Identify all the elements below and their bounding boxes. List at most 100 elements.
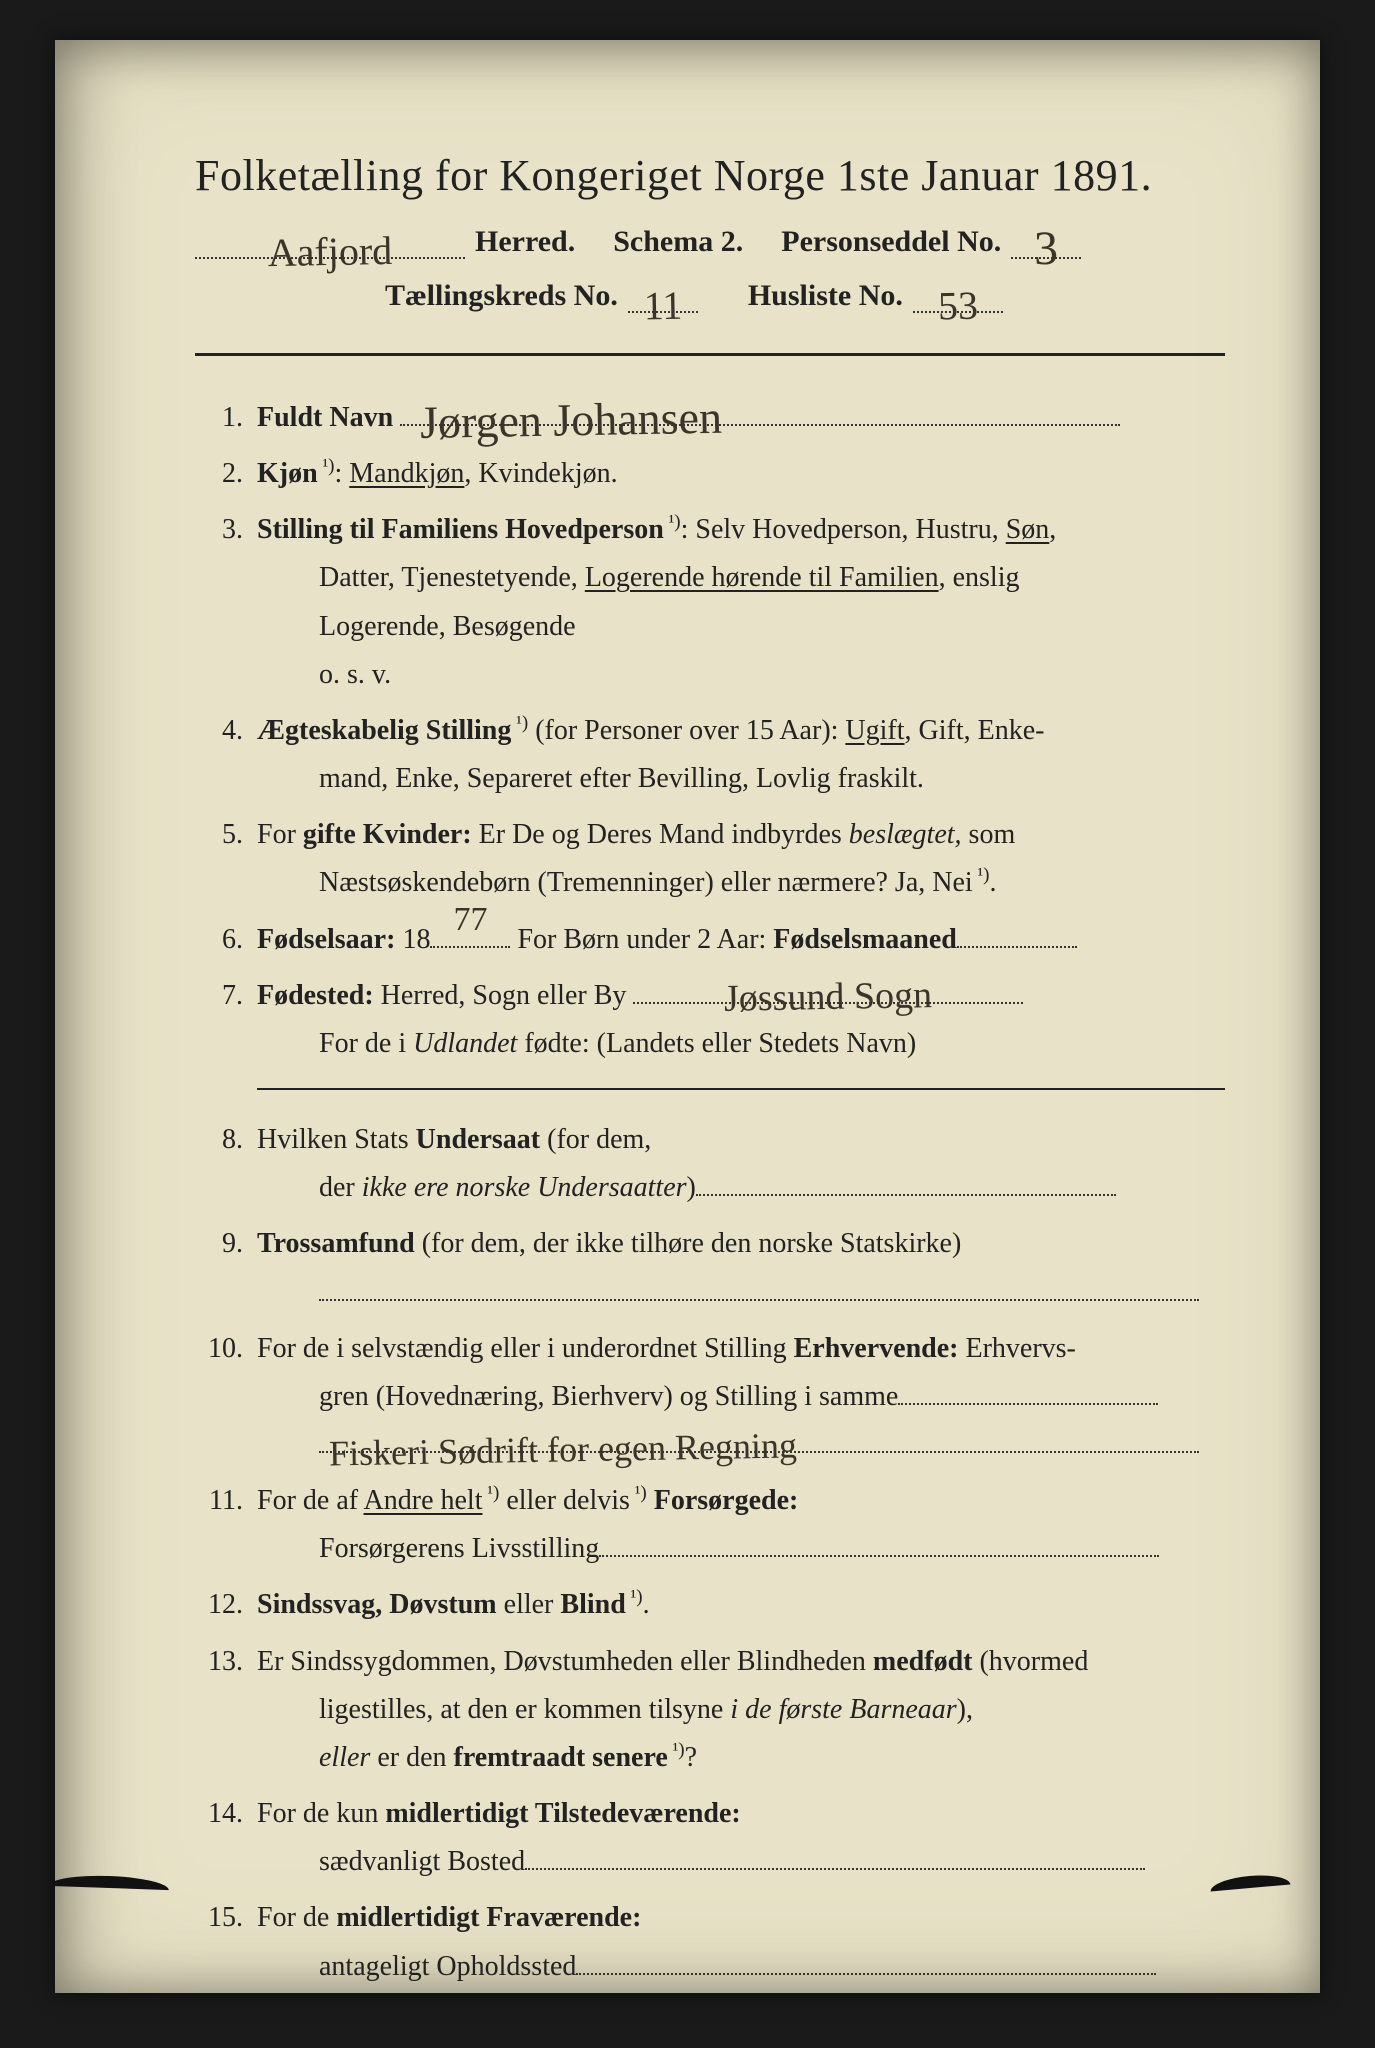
- item-13-l1b: (hvormed: [972, 1646, 1088, 1677]
- item-8-label: Undersaat: [416, 1124, 540, 1155]
- item-10-l1a: For de i selvstændig eller i underordnet…: [257, 1333, 794, 1364]
- item-13-line3: eller er den fremtraadt senere ¹)?: [257, 1734, 1225, 1782]
- item-3-line2: Datter, Tjenestetyende, Logerende hørend…: [257, 554, 1225, 602]
- husliste-label: Husliste No.: [748, 279, 903, 313]
- husliste-no-field: 53: [913, 283, 1003, 314]
- item-3-line4: o. s. v.: [257, 651, 1225, 699]
- item-3-l1a: Selv Hovedperson, Hustru,: [695, 514, 1005, 545]
- header-row-2: Tællingskreds No. 11 Husliste No. 53: [195, 279, 1225, 313]
- item-4-label: Ægteskabelig Stilling: [257, 715, 511, 746]
- item-11-u1: Andre helt: [364, 1485, 483, 1516]
- item-13-em2: i de første Barneaar: [730, 1694, 956, 1725]
- item-10-l2: gren (Hovednæring, Bierhverv) og Stillin…: [319, 1381, 898, 1412]
- item-13-l1a: Er Sindssygdommen, Døvstumheden eller Bl…: [257, 1646, 873, 1677]
- item-7-l2a: For de i: [319, 1028, 413, 1059]
- item-10-dots1: [898, 1378, 1158, 1405]
- name-value: Jørgen Johansen: [400, 397, 1120, 437]
- kreds-no-field: 11: [628, 283, 698, 314]
- occupation-field: Fiskeri Sødrift for egen Regning: [319, 1424, 1199, 1453]
- sup-5: ¹): [973, 865, 990, 886]
- item-5-pre: For: [257, 819, 303, 850]
- sup-3: ¹): [664, 512, 681, 533]
- item-3-l2a: Datter, Tjenestetyende,: [319, 562, 585, 593]
- item-14: For de kun midlertidigt Tilstedeværende:…: [195, 1790, 1225, 1886]
- item-6-mid: For Børn under 2 Aar:: [510, 924, 773, 955]
- item-3-log: Logerende hørende til Familien: [585, 562, 939, 593]
- name-field: Jørgen Johansen: [400, 397, 1120, 426]
- item-8-l1b: (for dem,: [540, 1124, 651, 1155]
- item-8-line2wrap: der ikke ere norske Undersaatter): [257, 1164, 1225, 1212]
- item-4: Ægteskabelig Stilling ¹) (for Personer o…: [195, 707, 1225, 803]
- item-11-mid: eller delvis: [499, 1485, 630, 1516]
- item-13-l3em: eller: [319, 1742, 370, 1773]
- occupation-value: Fiskeri Sødrift for egen Regning: [319, 1429, 1199, 1466]
- item-11: For de af Andre helt ¹) eller delvis ¹) …: [195, 1477, 1225, 1573]
- item-7-label: Fødested:: [257, 980, 374, 1011]
- sup-4: ¹): [511, 713, 528, 734]
- item-14-l1a: For de kun: [257, 1798, 385, 1829]
- item-7-line2: For de i Udlandet fødte: (Landets eller …: [257, 1020, 1225, 1068]
- birthplace-value: Jøssund Sogn: [633, 983, 1023, 1013]
- page-tear-left: [55, 1874, 169, 1890]
- item-1-label: Fuldt Navn: [257, 402, 393, 433]
- kreds-no: 11: [628, 293, 698, 318]
- page-title: Folketælling for Kongeriget Norge 1ste J…: [195, 150, 1225, 201]
- item-15: For de midlertidigt Fraværende: antageli…: [195, 1894, 1225, 1993]
- item-12-label: Sindssvag, Døvstum: [257, 1589, 497, 1620]
- item-13-line2: ligestilles, at den er kommen tilsyne i …: [257, 1686, 1225, 1734]
- item-14-l2: sædvanligt Bosted: [319, 1846, 525, 1877]
- item-9-label: Trossamfund: [257, 1228, 415, 1259]
- item-15-l1a: For de: [257, 1902, 336, 1933]
- item-5: For gifte Kvinder: Er De og Deres Mand i…: [195, 811, 1225, 907]
- item-2-label: Kjøn: [257, 458, 318, 489]
- item-10-l1b: Erhvervs-: [958, 1333, 1075, 1364]
- header-row-1: Aafjord Herred. Schema 2. Personseddel N…: [195, 225, 1225, 259]
- husliste-no: 53: [913, 293, 1003, 319]
- census-form-page: Folketælling for Kongeriget Norge 1ste J…: [55, 40, 1320, 1993]
- item-6-prefix: 18: [395, 924, 430, 955]
- item-3: Stilling til Familiens Hovedperson ¹): S…: [195, 506, 1225, 699]
- item-7-em: Udlandet: [413, 1028, 517, 1059]
- item-2-rest: , Kvindekjøn.: [464, 458, 617, 489]
- item-3-l2c: , enslig: [939, 562, 1020, 593]
- item-9: Trossamfund (for dem, der ikke tilhøre d…: [195, 1220, 1225, 1316]
- personseddel-label: Personseddel No.: [781, 225, 1001, 259]
- item-13-l3b: er den: [370, 1742, 453, 1773]
- item-7-l1a: Herred, Sogn eller By: [374, 980, 627, 1011]
- item-5-label: gifte Kvinder:: [303, 819, 472, 850]
- item-14-label: midlertidigt Tilstedeværende:: [385, 1798, 740, 1829]
- item-13-b1: medfødt: [873, 1646, 973, 1677]
- item-11-l2: Forsørgerens Livsstilling: [319, 1533, 599, 1564]
- item-8-dots: [696, 1169, 1116, 1196]
- item-5-l1b: som: [962, 819, 1016, 850]
- item-10-value-line: Fiskeri Sødrift for egen Regning: [257, 1421, 1225, 1469]
- item-13-l2a: ligestilles, at den er kommen tilsyne: [319, 1694, 730, 1725]
- item-14-line2wrap: sædvanligt Bosted: [257, 1838, 1225, 1886]
- item-11-l1a: For de af: [257, 1485, 364, 1516]
- item-2-mandkjon: Mandkjøn: [349, 458, 464, 489]
- item-13-b3: fremtraadt senere: [454, 1742, 668, 1773]
- item-6-label2: Fødselsmaaned: [773, 924, 957, 955]
- item-15-label: midlertidigt Fraværende:: [336, 1902, 641, 1933]
- item-9-line: [319, 1273, 1199, 1300]
- item-15-dots: [576, 1947, 1156, 1974]
- item-12-label2: Blind: [560, 1589, 625, 1620]
- item-4-paren: (for Personer over 15 Aar):: [535, 715, 845, 746]
- birthmonth-field: [957, 920, 1077, 947]
- item-3-son: Søn: [1006, 514, 1050, 545]
- schema-label: Schema 2.: [613, 225, 743, 259]
- item-5-em: beslægtet,: [849, 819, 962, 850]
- item-14-dots: [525, 1843, 1145, 1870]
- sup-13: ¹): [668, 1740, 685, 1761]
- kreds-label: Tællingskreds No.: [385, 279, 618, 313]
- item-1: Fuldt Navn Jørgen Johansen: [195, 394, 1225, 442]
- herred-label: Herred.: [475, 225, 575, 259]
- item-10-label: Erhvervende:: [794, 1333, 959, 1364]
- item-13: Er Sindssygdommen, Døvstumheden eller Bl…: [195, 1638, 1225, 1782]
- item-10: For de i selvstændig eller i underordnet…: [195, 1325, 1225, 1469]
- item-8: Hvilken Stats Undersaat (for dem, der ik…: [195, 1116, 1225, 1212]
- form-items: Fuldt Navn Jørgen Johansen Kjøn ¹): Mand…: [195, 394, 1225, 1993]
- personseddel-no-field: 3: [1011, 229, 1081, 260]
- item-3-label: Stilling til Familiens Hovedperson: [257, 514, 664, 545]
- item-10-line2wrap: gren (Hovednæring, Bierhverv) og Stillin…: [257, 1373, 1225, 1421]
